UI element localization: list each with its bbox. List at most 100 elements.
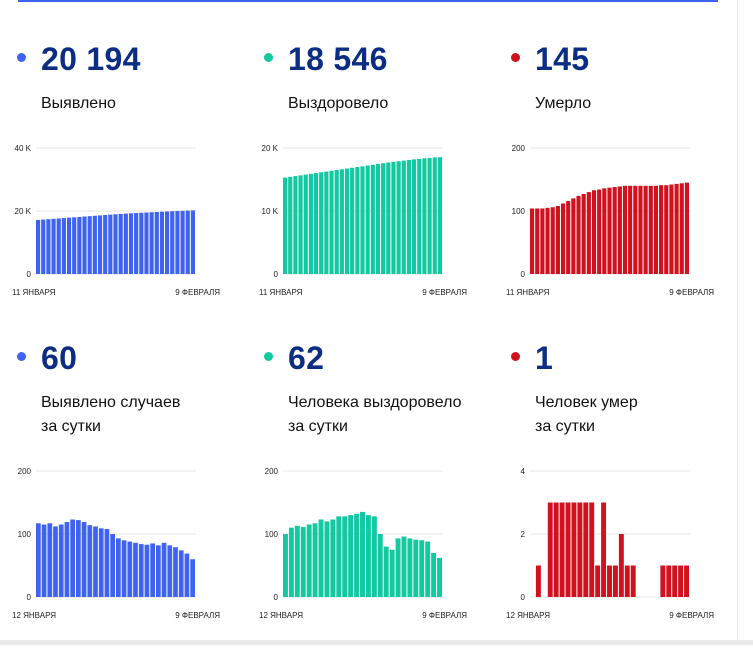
bar[interactable] bbox=[342, 516, 348, 597]
bar[interactable] bbox=[156, 545, 161, 597]
bar[interactable] bbox=[149, 212, 154, 274]
bar[interactable] bbox=[401, 160, 406, 274]
bar[interactable] bbox=[413, 539, 419, 597]
bar[interactable] bbox=[560, 203, 566, 274]
bar[interactable] bbox=[318, 519, 324, 597]
bar[interactable] bbox=[618, 534, 624, 597]
bar[interactable] bbox=[427, 157, 432, 274]
bar[interactable] bbox=[365, 515, 371, 597]
bar[interactable] bbox=[355, 167, 360, 274]
bar[interactable] bbox=[161, 542, 167, 597]
bar[interactable] bbox=[159, 211, 165, 274]
bar[interactable] bbox=[61, 218, 66, 274]
bar[interactable] bbox=[565, 502, 571, 598]
bar[interactable] bbox=[660, 565, 666, 598]
bar[interactable] bbox=[81, 522, 87, 597]
bar[interactable] bbox=[139, 212, 144, 274]
bar[interactable] bbox=[591, 190, 597, 274]
bar[interactable] bbox=[41, 219, 46, 274]
bar[interactable] bbox=[339, 169, 344, 274]
bar[interactable] bbox=[643, 185, 648, 274]
bar[interactable] bbox=[684, 182, 689, 274]
bar[interactable] bbox=[46, 219, 51, 274]
bar[interactable] bbox=[144, 544, 150, 597]
bar[interactable] bbox=[72, 217, 77, 274]
bar[interactable] bbox=[283, 534, 288, 597]
bar[interactable] bbox=[134, 213, 139, 274]
bar[interactable] bbox=[555, 205, 560, 274]
bar[interactable] bbox=[324, 171, 329, 274]
bar[interactable] bbox=[56, 218, 61, 274]
bar[interactable] bbox=[53, 526, 58, 597]
bar[interactable] bbox=[396, 161, 401, 274]
bar[interactable] bbox=[180, 210, 185, 274]
bar[interactable] bbox=[58, 524, 64, 597]
bar[interactable] bbox=[422, 158, 427, 274]
bar[interactable] bbox=[97, 215, 103, 274]
bar[interactable] bbox=[624, 565, 630, 598]
bar[interactable] bbox=[571, 502, 577, 598]
bar[interactable] bbox=[601, 502, 607, 598]
bar[interactable] bbox=[381, 163, 386, 274]
bar[interactable] bbox=[108, 214, 113, 274]
bar[interactable] bbox=[36, 219, 41, 274]
bar[interactable] bbox=[669, 184, 674, 274]
bar[interactable] bbox=[190, 210, 195, 274]
bar[interactable] bbox=[530, 208, 535, 274]
bar[interactable] bbox=[633, 185, 638, 274]
bar[interactable] bbox=[586, 192, 591, 274]
bar[interactable] bbox=[535, 208, 540, 274]
bar[interactable] bbox=[104, 528, 110, 597]
bar[interactable] bbox=[93, 526, 98, 597]
bar[interactable] bbox=[300, 527, 306, 597]
bar[interactable] bbox=[545, 207, 550, 274]
bar[interactable] bbox=[77, 216, 82, 274]
bar[interactable] bbox=[298, 175, 303, 274]
bar[interactable] bbox=[607, 565, 612, 598]
bar[interactable] bbox=[312, 523, 318, 597]
bar[interactable] bbox=[324, 521, 330, 597]
bar[interactable] bbox=[370, 164, 375, 274]
bar[interactable] bbox=[319, 172, 324, 274]
bar[interactable] bbox=[407, 538, 413, 597]
bar[interactable] bbox=[47, 523, 53, 597]
bar[interactable] bbox=[371, 516, 377, 597]
bar[interactable] bbox=[360, 166, 365, 274]
bar[interactable] bbox=[617, 186, 622, 274]
bar[interactable] bbox=[170, 211, 175, 274]
bar[interactable] bbox=[116, 538, 121, 597]
bar[interactable] bbox=[659, 185, 664, 274]
bar[interactable] bbox=[612, 565, 618, 598]
bar[interactable] bbox=[175, 211, 180, 274]
bar[interactable] bbox=[350, 167, 355, 274]
bar[interactable] bbox=[535, 565, 541, 598]
bar[interactable] bbox=[589, 502, 595, 598]
bar[interactable] bbox=[553, 502, 559, 598]
bar[interactable] bbox=[566, 200, 571, 274]
bar[interactable] bbox=[294, 525, 300, 597]
bar[interactable] bbox=[666, 565, 672, 598]
bar[interactable] bbox=[597, 189, 602, 274]
bar[interactable] bbox=[395, 538, 401, 597]
bar[interactable] bbox=[375, 164, 381, 274]
bar[interactable] bbox=[336, 516, 342, 597]
bar[interactable] bbox=[110, 534, 115, 597]
bar[interactable] bbox=[330, 519, 336, 597]
bar[interactable] bbox=[612, 187, 617, 274]
bar[interactable] bbox=[41, 524, 47, 597]
bar[interactable] bbox=[354, 513, 360, 597]
bar[interactable] bbox=[559, 502, 565, 598]
bar[interactable] bbox=[306, 524, 312, 597]
bar[interactable] bbox=[360, 511, 365, 597]
bar[interactable] bbox=[674, 183, 679, 274]
bar[interactable] bbox=[401, 536, 407, 597]
bar[interactable] bbox=[377, 534, 383, 597]
bar[interactable] bbox=[150, 543, 155, 597]
bar[interactable] bbox=[386, 162, 391, 274]
bar[interactable] bbox=[348, 515, 354, 597]
bar[interactable] bbox=[87, 216, 92, 274]
bar[interactable] bbox=[391, 161, 396, 274]
bar[interactable] bbox=[64, 522, 70, 597]
bar[interactable] bbox=[648, 185, 653, 274]
bar[interactable] bbox=[383, 546, 389, 597]
